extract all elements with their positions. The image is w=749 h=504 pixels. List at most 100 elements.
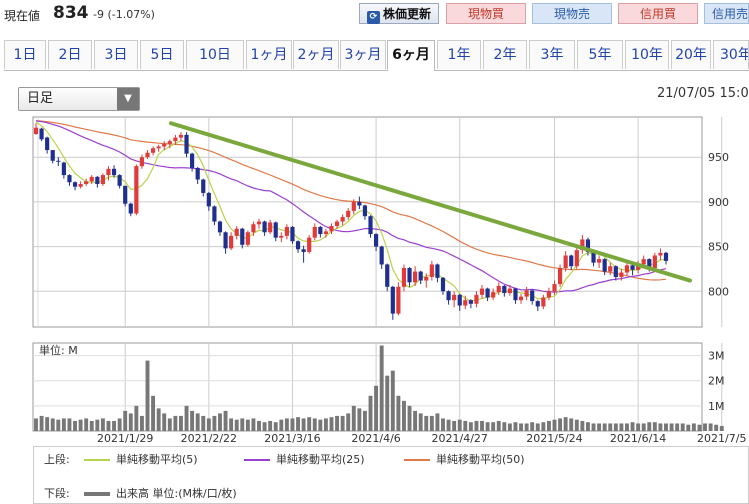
volume-tick-label: 1M	[708, 400, 725, 413]
volume-bar	[162, 413, 167, 431]
volume-bar	[117, 418, 122, 431]
tab-3-year[interactable]: 3年	[529, 40, 575, 69]
candle-body	[39, 128, 44, 140]
candle-body	[474, 294, 479, 304]
margin-sell-button[interactable]: 信用売	[704, 3, 749, 24]
candle-body	[401, 268, 407, 287]
tab-2-month[interactable]: 2ヶ月	[293, 40, 339, 69]
candle-body	[50, 150, 55, 161]
volume-bar	[279, 419, 284, 431]
candle-body	[318, 226, 323, 235]
volume-bar	[106, 420, 111, 431]
candle-body	[173, 137, 178, 142]
volume-bar	[184, 405, 189, 431]
refresh-price-button[interactable]: ⟳ 株価更新	[359, 3, 439, 24]
tab-2-day[interactable]: 2日	[48, 40, 92, 69]
legend-lower-row: 下段: 出来高 単位:(M株/口/枚)	[44, 487, 744, 501]
price-change: -9 (-1.07%)	[93, 8, 155, 21]
margin-buy-button[interactable]: 信用買	[618, 3, 698, 24]
volume-panel-frame	[32, 342, 703, 432]
legend-sma5-label: 単純移動平均(5)	[116, 453, 198, 466]
candle-body	[307, 237, 312, 252]
candle-body	[72, 182, 78, 187]
candle-body	[245, 232, 250, 245]
volume-bar	[641, 423, 646, 431]
price-panel: 800 850 900 950	[32, 116, 729, 328]
volume-bar	[714, 424, 719, 431]
interval-select[interactable]: 日足 ▼	[18, 87, 140, 111]
volume-bar	[719, 425, 724, 431]
volume-bar	[73, 420, 77, 431]
tab-5-year[interactable]: 5年	[577, 40, 623, 69]
volume-bar	[167, 418, 172, 431]
volume-bar	[446, 419, 451, 431]
candle-body	[145, 152, 150, 158]
candle-body	[346, 210, 351, 218]
volume-bar	[223, 410, 228, 431]
tab-3-month[interactable]: 3ヶ月	[340, 40, 386, 69]
tab-1-month[interactable]: 1ヶ月	[246, 40, 292, 69]
volume-bar	[284, 418, 289, 431]
price-label: 現在値	[4, 9, 41, 23]
spot-buy-button[interactable]: 現物買	[446, 3, 526, 24]
candle-body	[479, 288, 485, 295]
tab-3-day[interactable]: 3日	[94, 40, 138, 69]
volume-bar	[507, 423, 512, 431]
volume-bar	[251, 418, 256, 431]
volume-bar	[491, 422, 496, 431]
candle-body	[184, 134, 189, 154]
candle-body	[518, 296, 524, 301]
volume-bar	[535, 423, 540, 431]
candle-body	[357, 201, 362, 206]
volume-bar	[418, 413, 423, 431]
volume-bar	[340, 415, 345, 431]
tab-6-month[interactable]: 6ヶ月	[387, 40, 435, 71]
volume-bar	[463, 420, 468, 431]
spot-sell-button[interactable]: 現物売	[532, 3, 612, 24]
candle-body	[368, 216, 373, 235]
candle-body	[84, 181, 89, 185]
tab-1-year[interactable]: 1年	[437, 40, 481, 69]
candle-body	[323, 231, 329, 235]
tab-1-day[interactable]: 1日	[4, 40, 46, 69]
candle-body	[329, 226, 334, 232]
tab-20-year[interactable]: 20年	[671, 40, 711, 69]
interval-select-value: 日足	[27, 91, 54, 106]
legend-sma25-label: 単純移動平均(25)	[276, 453, 365, 466]
volume-bar	[669, 423, 674, 431]
volume-bar	[290, 418, 295, 431]
candle-body	[647, 259, 652, 269]
volume-bar	[385, 375, 390, 431]
volume-bar	[625, 423, 629, 431]
volume-bar	[390, 370, 395, 431]
candle-body	[223, 232, 228, 249]
candle-body	[413, 271, 418, 283]
volume-bar	[480, 420, 484, 431]
volume-bar	[206, 418, 211, 431]
refresh-icon: ⟳	[366, 11, 380, 24]
tab-10-day[interactable]: 10日	[186, 40, 244, 69]
volume-bar	[234, 419, 239, 431]
volume-bar	[597, 423, 602, 431]
volume-bar	[195, 413, 200, 431]
volume-bar	[318, 419, 323, 431]
candle-body	[424, 276, 429, 281]
volume-bar	[128, 413, 133, 431]
tab-2-year[interactable]: 2年	[483, 40, 527, 69]
x-tick-label: 2021/5/24	[526, 432, 582, 445]
volume-bar	[67, 418, 72, 431]
candle-body	[652, 255, 657, 269]
candle-body	[457, 294, 462, 306]
candle-body	[630, 265, 635, 270]
tab-5-day[interactable]: 5日	[140, 40, 184, 69]
volume-bar	[229, 418, 234, 431]
volume-bar	[680, 423, 685, 431]
volume-bar	[435, 413, 440, 431]
volume-bar	[429, 415, 434, 431]
candle-body	[591, 251, 596, 263]
volume-bar	[296, 417, 300, 431]
tab-10-year[interactable]: 10年	[625, 40, 669, 69]
volume-bar	[351, 405, 356, 431]
price-tick-label: 850	[708, 241, 729, 254]
volume-bar	[100, 418, 105, 431]
